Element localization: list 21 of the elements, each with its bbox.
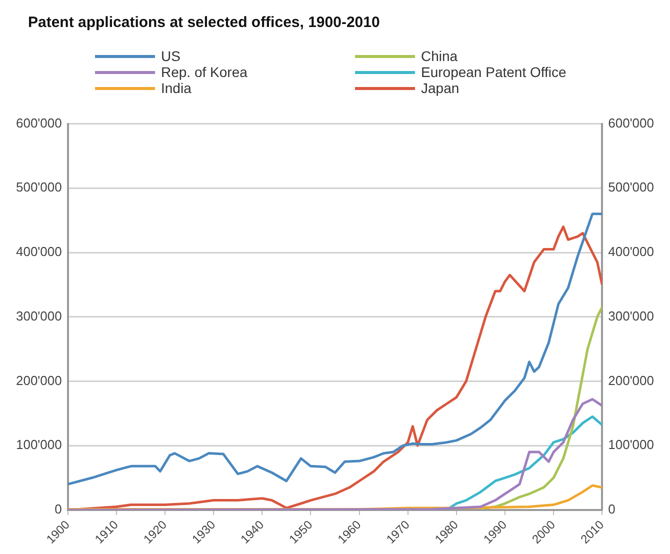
y2-tick-label: 100'000	[608, 437, 654, 452]
y-tick-label: 300'000	[16, 308, 62, 324]
y-tick-label: 100'000	[16, 437, 62, 452]
legend-label: India	[161, 80, 192, 96]
y2-tick-label: 500'000	[608, 180, 654, 195]
y-tick-label: 400'000	[16, 244, 62, 260]
legend-label: China	[421, 48, 458, 64]
legend-label: European Patent Office	[421, 64, 566, 80]
y2-tick-label: 0	[608, 502, 616, 517]
legend-label: Japan	[421, 80, 460, 96]
y-tick-label: 500'000	[16, 180, 62, 195]
y2-tick-label: 600'000	[608, 115, 654, 130]
y-tick-label: 0	[54, 502, 62, 517]
y-tick-label: 600'000	[16, 115, 62, 130]
y2-tick-label: 300'000	[608, 308, 654, 324]
y-tick-label: 200'000	[16, 372, 62, 388]
y2-tick-label: 400'000	[608, 244, 654, 260]
legend-label: US	[161, 48, 180, 64]
chart-title: Patent applications at selected offices, 1900-2010	[28, 14, 380, 31]
legend-label: Rep. of Korea	[161, 64, 248, 80]
y2-tick-label: 200'000	[608, 372, 654, 388]
